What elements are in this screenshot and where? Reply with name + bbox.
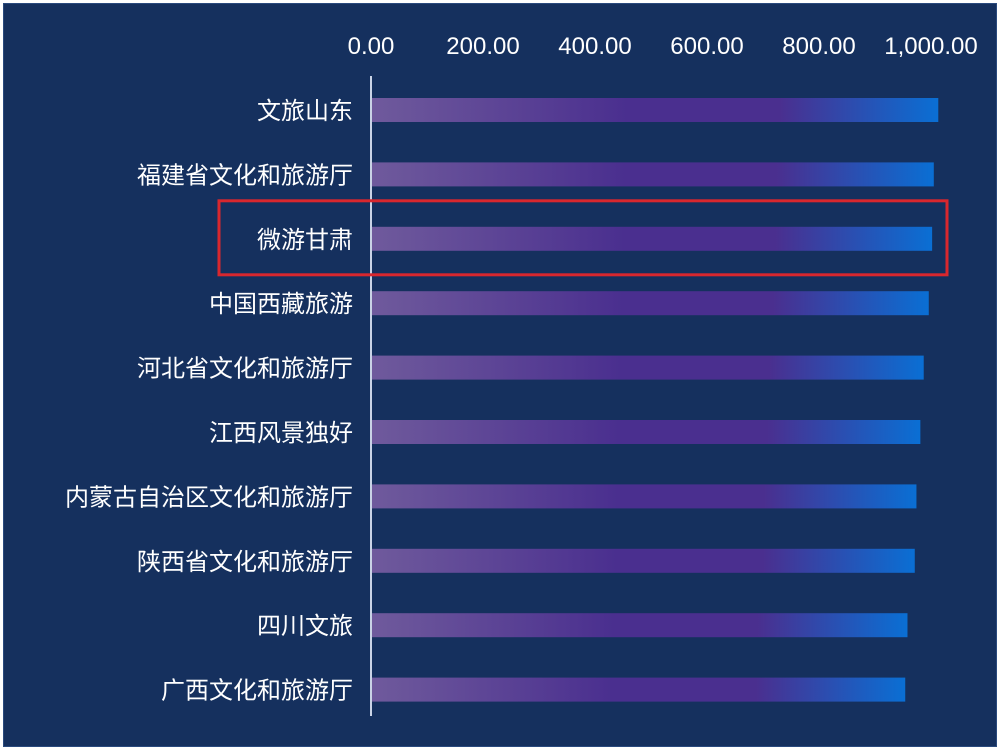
bar [372, 613, 908, 638]
category-label: 河北省文化和旅游厅 [137, 355, 353, 383]
category-label: 中国西藏旅游 [209, 290, 353, 318]
highlight-box [217, 199, 949, 277]
x-tick-label: 200.00 [446, 33, 519, 60]
category-labels: 文旅山东福建省文化和旅游厅微游甘肃中国西藏旅游河北省文化和旅游厅江西风景独好内蒙… [65, 97, 353, 705]
bars-group [372, 98, 939, 702]
category-label: 微游甘肃 [257, 226, 353, 254]
category-label: 陕西省文化和旅游厅 [137, 548, 353, 576]
chart-frame: 0.00 200.00 400.00 600.00 800.00 1,000.00 文旅山… [3, 3, 997, 747]
x-tick-label: 400.00 [558, 33, 631, 60]
x-axis-ticks: 0.00 200.00 400.00 600.00 800.00 1,000.00 [348, 33, 978, 60]
bar [372, 98, 939, 122]
bar [372, 548, 915, 573]
bar [372, 291, 929, 316]
category-label: 文旅山东 [257, 97, 353, 125]
bar [372, 484, 917, 509]
x-tick-label: 600.00 [670, 33, 743, 60]
category-label: 四川文旅 [257, 612, 353, 640]
x-tick-label: 0.00 [348, 33, 395, 60]
bar-chart: 0.00 200.00 400.00 600.00 800.00 1,000.00 文旅山… [65, 33, 978, 716]
x-tick-label: 800.00 [782, 33, 855, 60]
bar [372, 162, 934, 187]
category-label: 福建省文化和旅游厅 [137, 161, 353, 189]
category-label: 江西风景独好 [209, 419, 353, 447]
x-tick-label: 1,000.00 [884, 33, 977, 60]
category-label: 广西文化和旅游厅 [161, 677, 353, 705]
category-label: 内蒙古自治区文化和旅游厅 [65, 483, 353, 511]
bar [372, 420, 921, 444]
bar [372, 355, 924, 380]
bar [372, 677, 906, 702]
bar [372, 226, 933, 251]
